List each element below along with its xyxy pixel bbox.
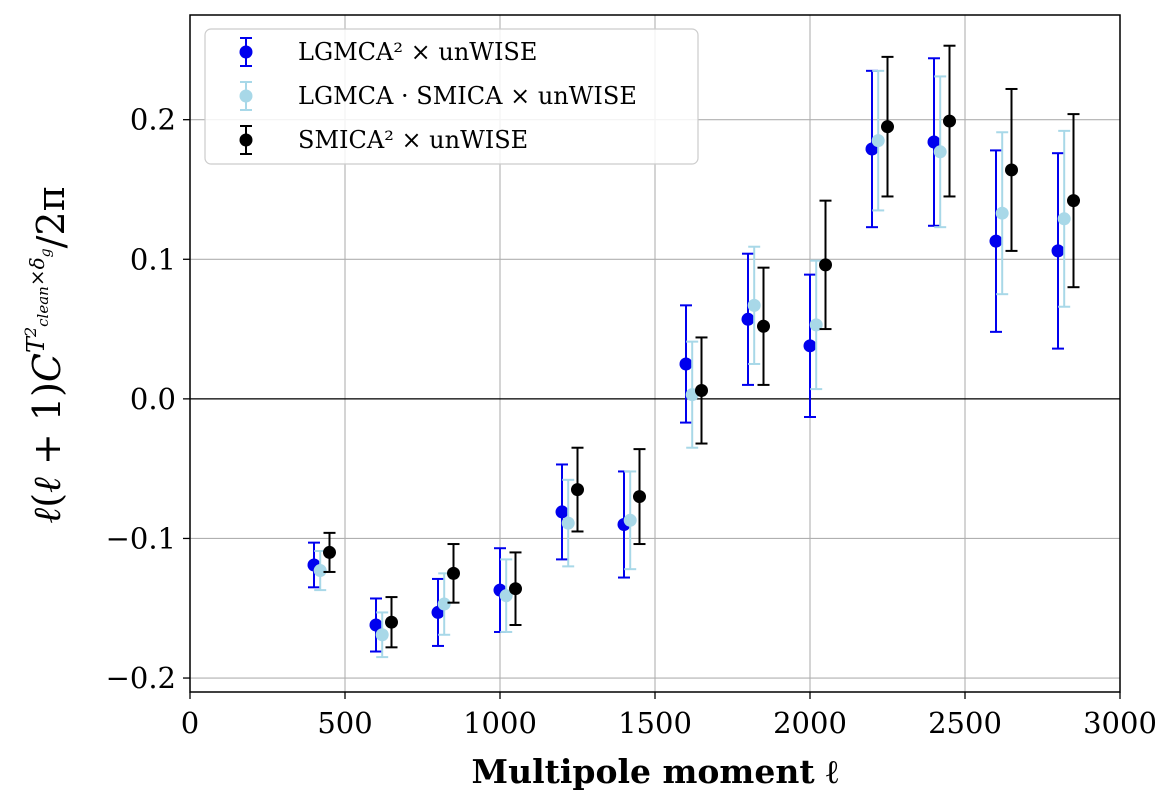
- x-tick-label: 0: [181, 706, 199, 740]
- data-point: [1051, 244, 1065, 258]
- y-tick-label: −0.1: [106, 521, 176, 555]
- legend-label: LGMCA² × unWISE: [298, 38, 537, 66]
- data-point: [1067, 194, 1080, 208]
- series-2: [313, 69, 1071, 659]
- data-point: [509, 582, 522, 596]
- data-point: [679, 357, 693, 371]
- data-point: [803, 339, 817, 353]
- legend-marker-point: [239, 45, 253, 59]
- data-point: [313, 564, 327, 578]
- data-point: [1057, 212, 1071, 226]
- x-tick-label: 500: [317, 706, 372, 740]
- data-point: [385, 615, 398, 629]
- data-point: [561, 516, 575, 530]
- data-point: [747, 298, 761, 312]
- legend: LGMCA² × unWISE LGMCA · SMICA × unWISE SMI…: [204, 28, 699, 165]
- data-point: [809, 318, 823, 332]
- y-tick-label: −0.2: [106, 661, 176, 695]
- series-3: [323, 44, 1080, 649]
- legend-marker-point: [239, 133, 253, 147]
- series-layer: [307, 44, 1080, 659]
- y-axis-label: ℓ(ℓ + 1)CT2clean×δg/2π: [21, 186, 73, 523]
- data-point: [369, 618, 383, 632]
- data-point: [819, 258, 832, 272]
- y-axis-label-text: ℓ(ℓ + 1)CT2clean×δg/2π: [21, 186, 73, 523]
- data-point: [881, 120, 894, 134]
- x-tick-label: 1500: [618, 706, 692, 740]
- y-tick-label: 0.1: [130, 242, 176, 276]
- x-axis-label: Multipole moment ℓ: [472, 752, 840, 791]
- data-point: [927, 135, 941, 149]
- x-tick-label: 3000: [1083, 706, 1157, 740]
- data-point: [1005, 163, 1018, 177]
- data-point: [757, 319, 770, 333]
- series-1: [307, 57, 1065, 653]
- data-point: [499, 589, 513, 603]
- data-point: [943, 114, 956, 128]
- x-tick-label: 2500: [928, 706, 1002, 740]
- data-point: [933, 145, 947, 159]
- data-point: [995, 206, 1009, 220]
- data-point: [375, 628, 389, 642]
- legend-label: LGMCA · SMICA × unWISE: [298, 82, 637, 110]
- y-tick-label: 0.2: [130, 103, 176, 137]
- data-point: [623, 513, 637, 527]
- data-point: [447, 566, 460, 580]
- data-point: [741, 312, 755, 326]
- data-point: [989, 234, 1003, 248]
- data-point: [571, 483, 584, 497]
- y-tick-label: 0.0: [130, 382, 176, 416]
- data-point: [323, 545, 336, 559]
- data-point: [633, 490, 646, 504]
- legend-label: SMICA² × unWISE: [298, 126, 528, 154]
- legend-frame: [204, 28, 699, 165]
- data-point: [555, 505, 569, 519]
- x-tick-label: 1000: [463, 706, 537, 740]
- ticks: 0 500 1000 1500 2000 2500 3000 −0.2 −0.1 0.0 0.1 0.…: [106, 103, 1157, 740]
- data-point: [437, 597, 451, 611]
- data-point: [871, 134, 885, 148]
- data-point: [695, 383, 708, 397]
- x-tick-label: 2000: [773, 706, 847, 740]
- legend-marker-point: [239, 89, 253, 103]
